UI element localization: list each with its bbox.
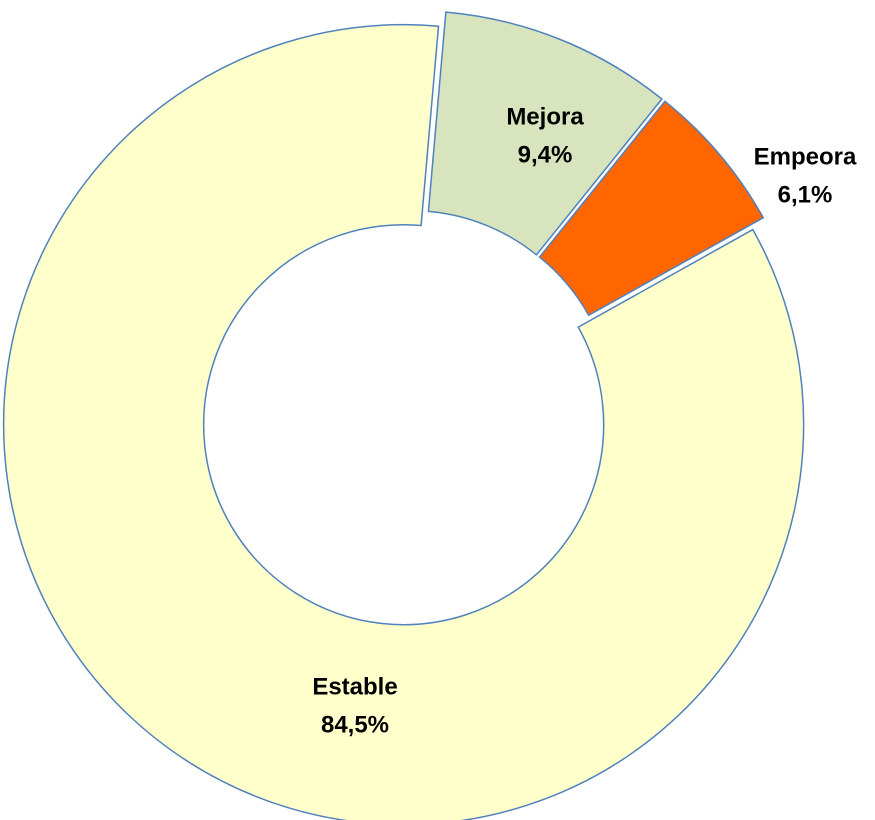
slice-value: 6,1% <box>778 181 833 208</box>
donut-slice <box>427 11 663 256</box>
slice-label: Empeora <box>754 143 857 170</box>
slice-value: 9,4% <box>518 141 573 168</box>
donut-slice <box>538 100 765 317</box>
slice-label: Mejora <box>506 103 584 130</box>
slice-label: Estable <box>312 673 397 700</box>
slice-value: 84,5% <box>321 711 389 738</box>
donut-slice <box>2 23 805 820</box>
